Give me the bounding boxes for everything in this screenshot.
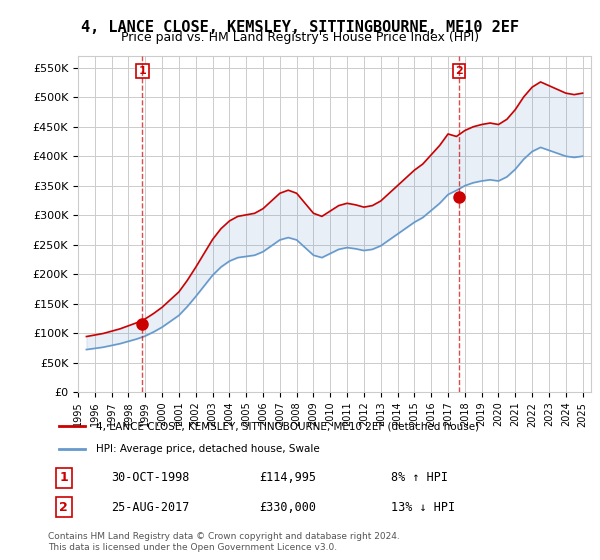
- Text: 2: 2: [59, 501, 68, 514]
- Text: 1: 1: [139, 66, 146, 76]
- Text: Contains HM Land Registry data © Crown copyright and database right 2024.
This d: Contains HM Land Registry data © Crown c…: [48, 532, 400, 552]
- Text: 30-OCT-1998: 30-OCT-1998: [112, 472, 190, 484]
- Text: £330,000: £330,000: [259, 501, 316, 514]
- Text: £114,995: £114,995: [259, 472, 316, 484]
- Text: 25-AUG-2017: 25-AUG-2017: [112, 501, 190, 514]
- Text: 1: 1: [59, 472, 68, 484]
- Text: HPI: Average price, detached house, Swale: HPI: Average price, detached house, Swal…: [95, 444, 319, 454]
- Text: 4, LANCE CLOSE, KEMSLEY, SITTINGBOURNE, ME10 2EF (detached house): 4, LANCE CLOSE, KEMSLEY, SITTINGBOURNE, …: [95, 421, 479, 431]
- Text: Price paid vs. HM Land Registry's House Price Index (HPI): Price paid vs. HM Land Registry's House …: [121, 31, 479, 44]
- Text: 2: 2: [455, 66, 463, 76]
- Text: 8% ↑ HPI: 8% ↑ HPI: [391, 472, 448, 484]
- Text: 4, LANCE CLOSE, KEMSLEY, SITTINGBOURNE, ME10 2EF: 4, LANCE CLOSE, KEMSLEY, SITTINGBOURNE, …: [81, 20, 519, 35]
- Text: 13% ↓ HPI: 13% ↓ HPI: [391, 501, 455, 514]
